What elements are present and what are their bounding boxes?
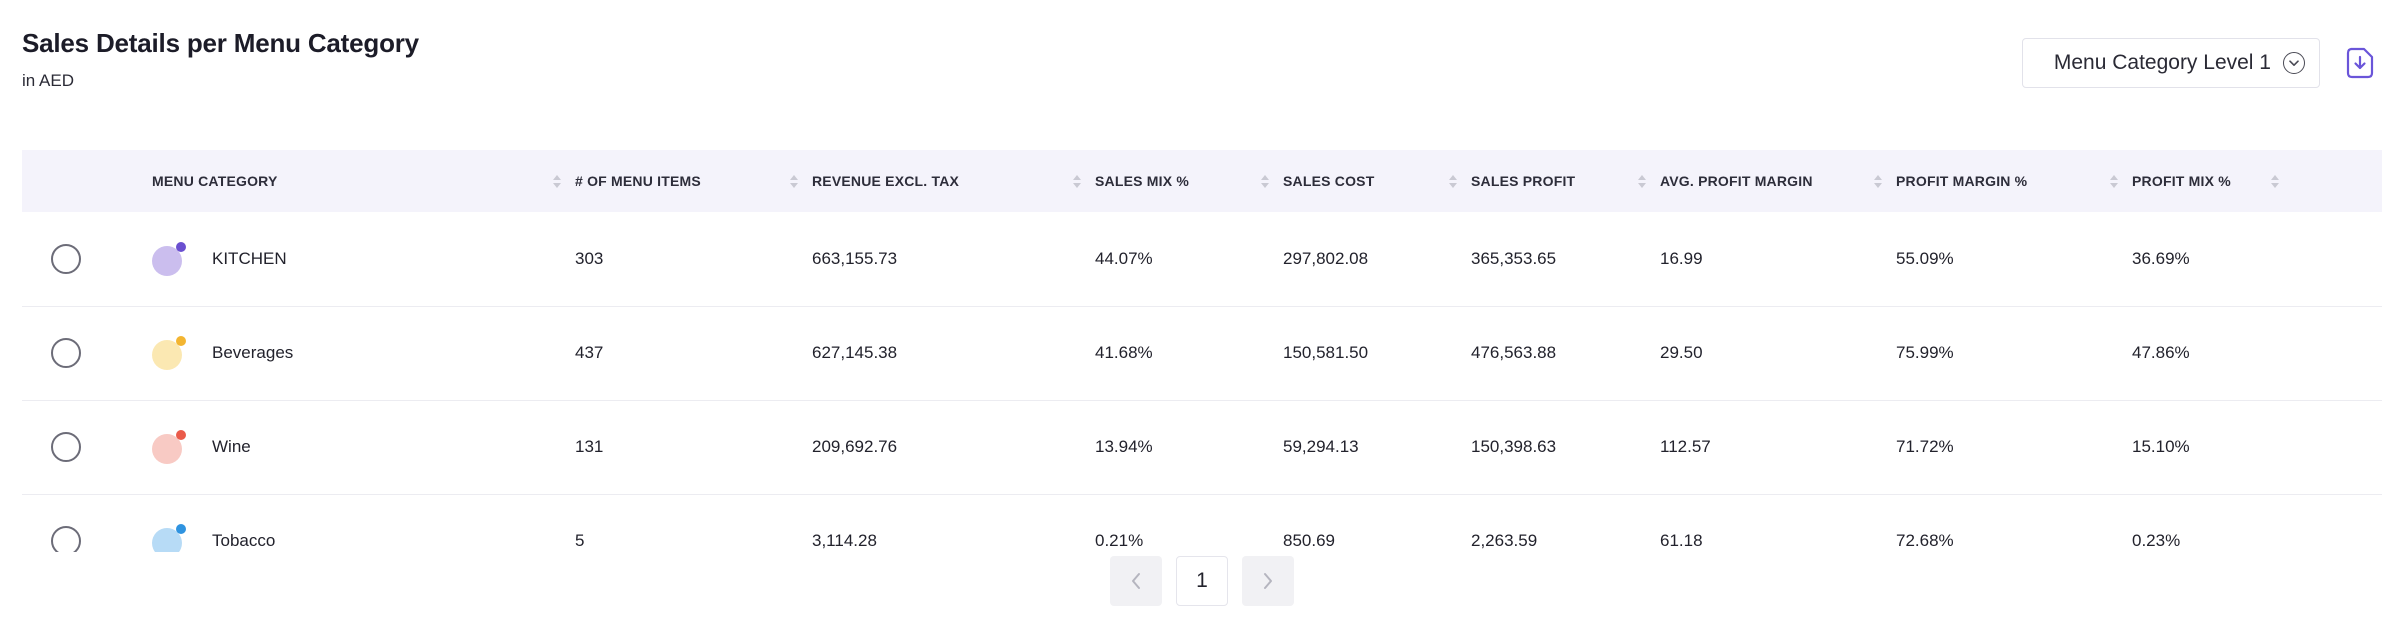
sales-cost-value: 850.69 — [1283, 531, 1335, 550]
profit-mix-value: 15.10% — [2132, 437, 2190, 456]
sort-icon — [1073, 174, 1081, 188]
category-name: Tobacco — [212, 531, 276, 550]
column-header-label: MENU CATEGORY — [152, 173, 278, 189]
menu-items-count: 131 — [575, 437, 604, 456]
profit-mix-value: 36.69% — [2132, 248, 2190, 268]
category-tobacco-icon — [152, 524, 186, 552]
column-header-label: SALES MIX % — [1095, 173, 1189, 189]
sort-icon — [790, 174, 798, 188]
row-select-radio[interactable] — [51, 432, 81, 462]
column-header-avg-profit-margin[interactable]: AVG. PROFIT MARGIN — [1660, 150, 1896, 212]
menu-items-count: 437 — [575, 343, 604, 362]
sales-mix-value: 44.07% — [1095, 248, 1153, 268]
category-name: Beverages — [212, 343, 294, 362]
revenue-value: 627,145.38 — [812, 343, 898, 362]
column-header-profit-margin-pct[interactable]: PROFIT MARGIN % — [1896, 150, 2132, 212]
sales-mix-value: 0.21% — [1095, 531, 1144, 550]
chevron-right-icon[interactable] — [1242, 556, 1294, 606]
sales-mix-value: 13.94% — [1095, 437, 1153, 456]
row-select-radio[interactable] — [51, 243, 81, 274]
table-row[interactable]: Tobacco 5 3,114.28 0.21% 850.69 2,263.59… — [22, 494, 2382, 552]
header-controls: Menu Category Level 1 — [2022, 38, 2378, 88]
avg-profit-margin-value: 16.99 — [1660, 248, 1703, 268]
table-row[interactable]: KITCHEN 303 663,155.73 44.07% 297,802.08… — [22, 212, 2382, 306]
column-header-sales-cost[interactable]: SALES COST — [1283, 150, 1471, 212]
profit-mix-value: 0.23% — [2132, 531, 2181, 550]
sales-profit-value: 2,263.59 — [1471, 531, 1538, 550]
profit-mix-value: 47.86% — [2132, 343, 2190, 362]
sales-table-container[interactable]: MENU CATEGORY # OF MENU ITEMS REVENUE EX… — [22, 150, 2382, 552]
sales-profit-value: 476,563.88 — [1471, 343, 1557, 362]
category-name: Wine — [212, 437, 251, 456]
sales-cost-value: 297,802.08 — [1283, 248, 1369, 268]
sales-cost-value: 59,294.13 — [1283, 437, 1359, 456]
avg-profit-margin-value: 61.18 — [1660, 531, 1703, 550]
sales-profit-value: 150,398.63 — [1471, 437, 1557, 456]
menu-items-count: 303 — [575, 248, 604, 268]
sales-profit-value: 365,353.65 — [1471, 248, 1557, 268]
profit-margin-pct-value: 55.09% — [1896, 248, 1954, 268]
row-select-radio[interactable] — [51, 526, 81, 552]
page-title: Sales Details per Menu Category — [22, 28, 419, 58]
column-header-label: SALES COST — [1283, 173, 1375, 189]
chevron-left-icon[interactable] — [1110, 556, 1162, 606]
avg-profit-margin-value: 29.50 — [1660, 343, 1703, 362]
sort-icon — [553, 174, 561, 188]
page-header: Sales Details per Menu Category in AED — [22, 28, 419, 91]
profit-margin-pct-value: 72.68% — [1896, 531, 1954, 550]
currency-subtitle: in AED — [22, 71, 74, 90]
column-header-profit-mix[interactable]: PROFIT MIX % — [2132, 150, 2382, 212]
revenue-value: 209,692.76 — [812, 437, 898, 456]
category-wine-icon — [152, 430, 186, 464]
sort-icon — [2110, 174, 2118, 188]
column-header-menu-items[interactable]: # OF MENU ITEMS — [575, 150, 812, 212]
chevron-down-icon — [2283, 52, 2305, 74]
sort-icon — [1638, 174, 1646, 188]
avg-profit-margin-value: 112.57 — [1660, 437, 1711, 456]
revenue-value: 663,155.73 — [812, 248, 898, 268]
profit-margin-pct-value: 71.72% — [1896, 437, 1954, 456]
column-header-menu-category[interactable]: MENU CATEGORY — [152, 150, 575, 212]
category-kitchen-icon — [152, 241, 186, 276]
revenue-value: 3,114.28 — [812, 531, 877, 550]
table-row[interactable]: Wine 131 209,692.76 13.94% 59,294.13 150… — [22, 400, 2382, 494]
table-row[interactable]: Beverages 437 627,145.38 41.68% 150,581.… — [22, 306, 2382, 400]
sales-cost-value: 150,581.50 — [1283, 343, 1369, 362]
category-level-select-value: Menu Category Level 1 — [2053, 51, 2271, 74]
column-header-label: AVG. PROFIT MARGIN — [1660, 173, 1813, 189]
table-header-row: MENU CATEGORY # OF MENU ITEMS REVENUE EX… — [22, 150, 2382, 212]
column-header-label: PROFIT MIX % — [2132, 173, 2231, 189]
sales-table: MENU CATEGORY # OF MENU ITEMS REVENUE EX… — [22, 150, 2382, 552]
category-name: KITCHEN — [212, 248, 287, 268]
category-beverages-icon — [152, 336, 186, 370]
sales-mix-value: 41.68% — [1095, 343, 1153, 362]
sort-icon — [1261, 174, 1269, 188]
row-select-radio[interactable] — [51, 338, 81, 368]
sort-icon — [1449, 174, 1457, 188]
column-header-sales-profit[interactable]: SALES PROFIT — [1471, 150, 1660, 212]
sort-icon — [1874, 174, 1882, 188]
column-header-label: PROFIT MARGIN % — [1896, 173, 2028, 189]
column-header-select — [22, 150, 152, 212]
column-header-revenue[interactable]: REVENUE EXCL. TAX — [812, 150, 1095, 212]
column-header-label: # OF MENU ITEMS — [575, 173, 701, 189]
profit-margin-pct-value: 75.99% — [1896, 343, 1954, 362]
column-header-label: SALES PROFIT — [1471, 173, 1576, 189]
column-header-label: REVENUE EXCL. TAX — [812, 173, 960, 189]
sort-icon — [2270, 174, 2279, 188]
menu-items-count: 5 — [575, 531, 585, 550]
pagination: 1 — [1110, 556, 1294, 606]
download-icon[interactable] — [2342, 43, 2378, 83]
page-number-button[interactable]: 1 — [1176, 556, 1228, 606]
column-header-sales-mix[interactable]: SALES MIX % — [1095, 150, 1283, 212]
category-level-select[interactable]: Menu Category Level 1 — [2022, 38, 2320, 88]
